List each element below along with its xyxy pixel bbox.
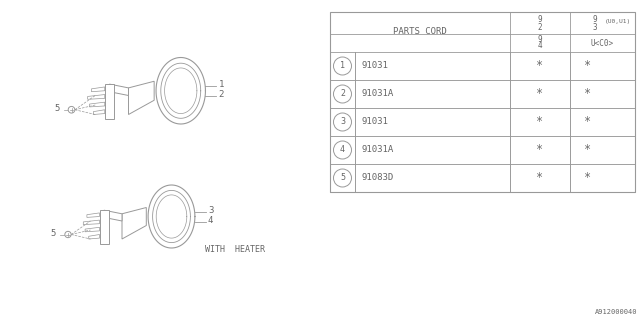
Circle shape [333,85,351,103]
Text: 9: 9 [538,36,542,44]
Text: *: * [584,116,591,129]
Circle shape [333,57,351,75]
Text: 4: 4 [208,216,213,225]
Polygon shape [122,207,147,239]
Text: 9: 9 [538,15,542,25]
Circle shape [333,169,351,187]
Polygon shape [109,84,129,95]
Polygon shape [92,87,105,92]
Polygon shape [85,227,99,232]
Circle shape [68,107,75,113]
Text: *: * [536,60,543,73]
Bar [330,12,635,192]
Text: *: * [536,172,543,185]
Text: 2: 2 [538,22,542,31]
Polygon shape [105,84,115,119]
Text: WITH  HEATER: WITH HEATER [205,245,265,254]
Text: *: * [536,87,543,100]
Text: 91031: 91031 [361,61,388,70]
Text: 1: 1 [340,61,345,70]
Text: A912000040: A912000040 [595,309,637,315]
Polygon shape [129,81,154,115]
Text: PARTS CORD: PARTS CORD [393,28,447,36]
Text: 1: 1 [218,80,224,89]
Text: 5: 5 [51,229,56,238]
Text: *: * [584,60,591,73]
Polygon shape [87,213,99,217]
Text: 5: 5 [340,173,345,182]
Circle shape [333,141,351,159]
Text: 91031: 91031 [361,117,388,126]
Polygon shape [89,235,99,239]
Text: *: * [584,172,591,185]
Text: 2: 2 [218,90,224,99]
Text: 4: 4 [538,42,542,51]
Text: 2: 2 [340,90,345,99]
Polygon shape [88,94,105,99]
Text: 91083D: 91083D [361,173,393,182]
Polygon shape [83,220,99,225]
Text: *: * [536,143,543,156]
Circle shape [65,231,71,238]
Text: *: * [584,143,591,156]
Text: (U0,U1): (U0,U1) [605,20,631,25]
Polygon shape [93,110,105,115]
Polygon shape [104,210,122,221]
Text: 3: 3 [340,117,345,126]
Text: 5: 5 [54,104,60,113]
Text: 3: 3 [592,22,597,31]
Text: U<C0>: U<C0> [591,38,614,47]
Text: 4: 4 [340,146,345,155]
Text: 91031A: 91031A [361,90,393,99]
Text: 3: 3 [208,206,213,215]
Polygon shape [90,102,105,107]
Text: 91031A: 91031A [361,146,393,155]
Polygon shape [99,210,109,244]
Text: *: * [536,116,543,129]
Text: *: * [584,87,591,100]
Circle shape [333,113,351,131]
Text: 9: 9 [592,15,597,25]
